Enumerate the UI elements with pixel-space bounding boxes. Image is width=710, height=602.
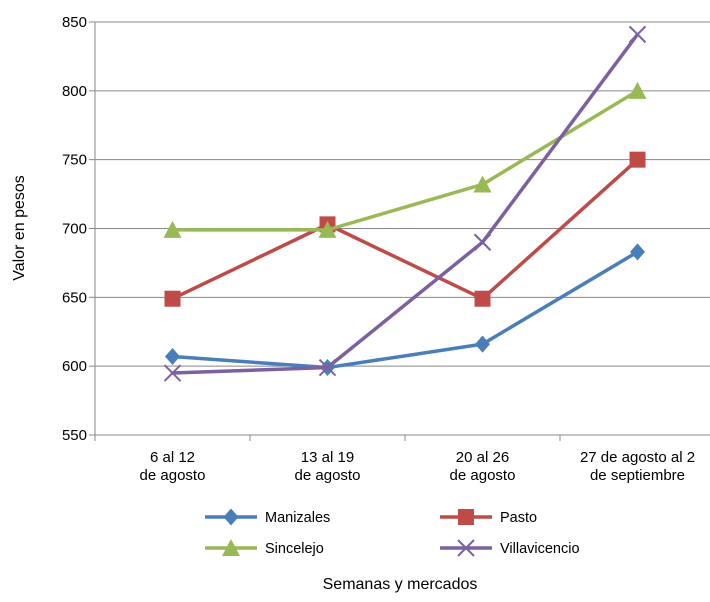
- y-tick-label: 600: [62, 358, 87, 375]
- y-tick-label: 700: [62, 221, 87, 238]
- series-line-manizales: [170, 250, 640, 370]
- data-point-square: [458, 509, 474, 525]
- data-point-x: [318, 358, 337, 377]
- data-point-triangle: [163, 220, 182, 238]
- series-villavicencio: [163, 25, 647, 382]
- y-tick-label: 550: [62, 427, 87, 444]
- x-tick-label: 20 al 26 de agosto: [450, 449, 516, 484]
- y-tick-label: 750: [62, 152, 87, 169]
- data-point-square: [629, 151, 646, 168]
- x-tick-label: 13 al 19 de agosto: [295, 449, 361, 484]
- series-line-sincelejo: [170, 89, 640, 232]
- legend: Manizales Pasto Sincelejo Villavicencio: [205, 508, 580, 557]
- series-lines: [163, 25, 647, 382]
- legend-item-sincelejo: Sincelejo: [205, 539, 324, 557]
- x-tick-label: 27 de agosto al 2 de septiembre: [580, 449, 695, 484]
- data-point-triangle: [628, 81, 647, 99]
- data-point-diamond: [475, 335, 490, 353]
- data-point-square: [474, 290, 491, 307]
- series-line-pasto: [170, 157, 640, 301]
- legend-label: Pasto: [500, 510, 537, 526]
- legend-item-villavicencio: Villavicencio: [440, 539, 580, 557]
- y-tick-labels: 550 600 650 700 750 800 850: [62, 14, 87, 444]
- grid-lines: [95, 21, 710, 367]
- data-point-triangle: [222, 539, 240, 556]
- data-point-triangle: [318, 220, 337, 238]
- y-axis-title: Valor en pesos: [11, 175, 28, 281]
- x-tick-label: 6 al 12 de agosto: [140, 449, 206, 484]
- data-point-x: [473, 233, 492, 251]
- legend-label: Villavicencio: [500, 541, 580, 557]
- legend-label: Manizales: [265, 510, 330, 526]
- y-tick-label: 650: [62, 289, 87, 306]
- data-point-x: [457, 539, 475, 557]
- legend-item-manizales: Manizales: [205, 508, 330, 526]
- legend-item-pasto: Pasto: [440, 509, 537, 526]
- data-point-x: [628, 25, 647, 44]
- data-point-triangle: [473, 175, 492, 193]
- x-axis-title: Semanas y mercados: [323, 576, 478, 593]
- y-tick-label: 850: [62, 14, 87, 31]
- legend-label: Sincelejo: [265, 541, 324, 557]
- series-line-villavicencio: [170, 32, 640, 375]
- y-tick-label: 800: [62, 83, 87, 100]
- data-point-diamond: [630, 243, 645, 261]
- data-point-diamond: [223, 508, 239, 526]
- data-point-x: [163, 364, 182, 382]
- axes: [89, 21, 710, 441]
- data-point-square: [164, 290, 181, 307]
- data-point-diamond: [165, 348, 180, 366]
- x-tick-labels: 6 al 12 de agosto 13 al 19 de agosto 20 al 2…: [140, 449, 695, 484]
